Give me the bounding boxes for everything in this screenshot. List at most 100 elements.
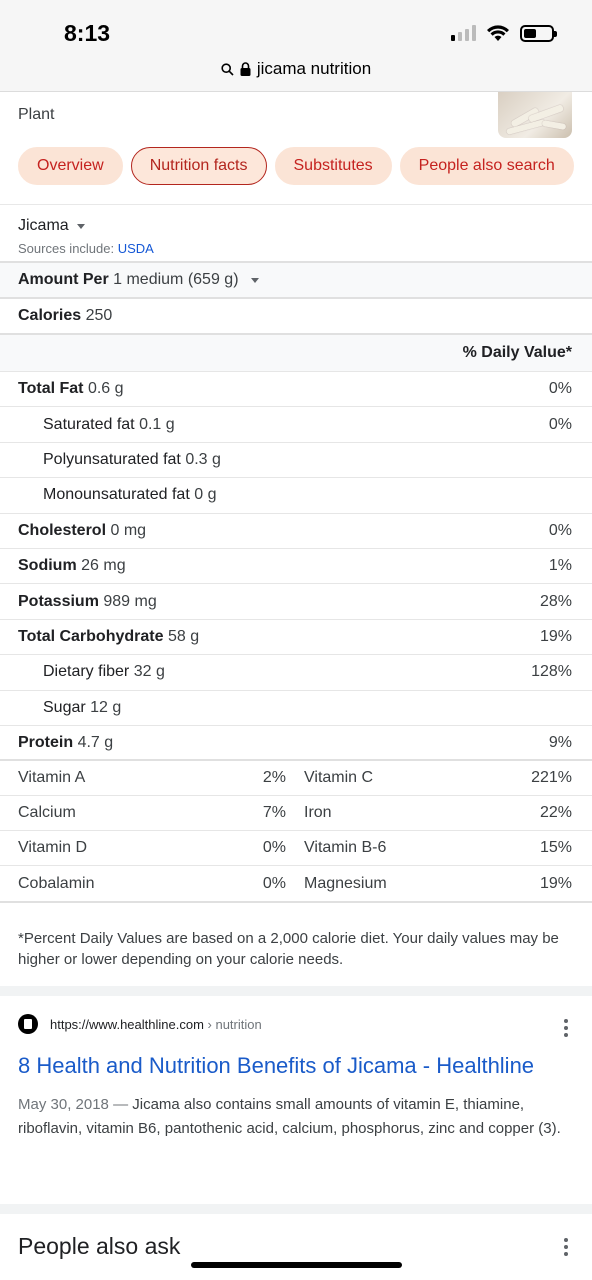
nutrient-row: Total Carbohydrate 58 g 19% bbox=[0, 620, 592, 656]
result-snippet: May 30, 2018 — Jicama also contains smal… bbox=[18, 1096, 561, 1137]
vitamin-name: Calcium bbox=[18, 804, 76, 822]
vitamin-name: Iron bbox=[304, 804, 332, 822]
vitamin-grid: Vitamin A 2% Vitamin C 221% Calcium 7% Iron 22%… bbox=[0, 761, 592, 904]
vitamin-name: Magnesium bbox=[304, 874, 387, 892]
nutrient-amount: 58 g bbox=[167, 627, 200, 645]
nutrient-label: Monounsaturated fat bbox=[43, 486, 190, 504]
nutrient-row: Dietary fiber 32 g 128% bbox=[0, 655, 592, 691]
nutrient-row: Monounsaturated fat 0 g bbox=[0, 478, 592, 514]
nutrient-label: Protein bbox=[18, 733, 74, 751]
result-source[interactable]: https://www.healthline.com › nutrition bbox=[18, 1014, 574, 1034]
nutrient-row: Sugar 12 g bbox=[0, 691, 592, 726]
amount-value: 1 medium (659 g) bbox=[113, 271, 239, 288]
nutrient-amount: 0.1 g bbox=[139, 415, 175, 433]
vitamin-cell: Vitamin C 221% bbox=[304, 769, 572, 787]
nutrient-label: Total Fat bbox=[18, 380, 84, 398]
nutrient-label: Dietary fiber bbox=[43, 663, 130, 681]
section-divider bbox=[0, 986, 592, 996]
lock-icon bbox=[240, 62, 251, 76]
tab-chip-nutrition-facts[interactable]: Nutrition facts bbox=[130, 147, 267, 185]
result-path: › nutrition bbox=[203, 1016, 262, 1032]
usda-link[interactable]: USDA bbox=[117, 241, 154, 256]
address-bar[interactable]: jicama nutrition bbox=[0, 59, 592, 79]
cell-signal-icon bbox=[451, 25, 476, 41]
calories-row: Calories 250 bbox=[0, 299, 592, 335]
nutrient-daily-value: 0% bbox=[548, 415, 572, 433]
result-more-options-icon[interactable] bbox=[564, 1019, 568, 1037]
vitamin-daily-value: 221% bbox=[531, 769, 572, 787]
vitamin-name: Vitamin D bbox=[18, 839, 88, 857]
vitamin-row: Calcium 7% Iron 22% bbox=[0, 796, 592, 832]
vitamin-daily-value: 15% bbox=[539, 839, 572, 857]
vitamin-name: Vitamin B-6 bbox=[304, 839, 387, 857]
daily-value-footnote: *Percent Daily Values are based on a 2,0… bbox=[18, 930, 559, 968]
nutrient-label: Saturated fat bbox=[43, 415, 135, 433]
dropdown-caret-icon bbox=[76, 223, 85, 229]
nutrient-label: Sodium bbox=[18, 557, 77, 575]
vitamin-cell: Iron 22% bbox=[304, 804, 572, 822]
nutrient-label: Sugar bbox=[43, 698, 86, 716]
nutrient-label: Potassium bbox=[18, 592, 99, 610]
vitamin-name: Vitamin A bbox=[18, 769, 86, 787]
nutrient-daily-value: 9% bbox=[548, 733, 572, 751]
nutrient-row: Potassium 989 mg 28% bbox=[0, 584, 592, 620]
nutrition-panel: Jicama Sources include: USDA Amount Per … bbox=[0, 204, 592, 904]
nutrient-amount: 0.6 g bbox=[87, 380, 124, 398]
calories-label: Calories bbox=[18, 307, 82, 324]
result-date: May 30, 2018 bbox=[18, 1096, 109, 1113]
vitamin-row: Vitamin D 0% Vitamin B-6 15% bbox=[0, 831, 592, 867]
sources-line: Sources include: USDA bbox=[18, 241, 574, 256]
calories-value: 250 bbox=[85, 307, 113, 324]
browser-top-bar: 8:13 jicama nutrition bbox=[0, 0, 592, 92]
entity-thumbnail[interactable] bbox=[498, 92, 572, 138]
vitamin-cell: Cobalamin 0% bbox=[18, 875, 286, 893]
food-selector[interactable]: Jicama bbox=[18, 217, 574, 235]
vitamin-daily-value: 22% bbox=[539, 804, 572, 822]
entity-subtitle: Plant bbox=[18, 106, 55, 123]
section-divider bbox=[0, 1204, 592, 1214]
address-query: jicama nutrition bbox=[256, 59, 372, 78]
vitamin-row: Vitamin A 2% Vitamin C 221% bbox=[0, 761, 592, 797]
vitamin-daily-value: 0% bbox=[262, 839, 286, 857]
result-title-link[interactable]: 8 Health and Nutrition Benefits of Jicam… bbox=[18, 1053, 535, 1078]
nutrient-amount: 12 g bbox=[90, 698, 122, 716]
amount-label: Amount Per bbox=[18, 271, 109, 288]
tab-chip-people-also-search[interactable]: People also search bbox=[399, 147, 574, 185]
nutrient-amount: 4.7 g bbox=[77, 733, 114, 751]
nutrient-row: Cholesterol 0 mg 0% bbox=[0, 514, 592, 549]
healthline-favicon-icon bbox=[18, 1014, 38, 1034]
nutrient-amount: 989 mg bbox=[103, 592, 157, 610]
nutrient-row: Sodium 26 mg 1% bbox=[0, 549, 592, 585]
paa-more-options-icon[interactable] bbox=[564, 1238, 568, 1256]
wifi-icon bbox=[487, 25, 509, 41]
tab-chip-overview[interactable]: Overview bbox=[18, 147, 123, 185]
vitamin-cell: Vitamin D 0% bbox=[18, 839, 286, 857]
serving-dropdown-icon bbox=[250, 277, 259, 283]
nutrient-amount: 0 mg bbox=[110, 521, 147, 539]
status-time: 8:13 bbox=[64, 20, 111, 46]
nutrient-daily-value: 0% bbox=[548, 380, 572, 398]
vitamin-name: Cobalamin bbox=[18, 874, 95, 892]
nutrient-row: Total Fat 0.6 g 0% bbox=[0, 372, 592, 408]
vitamin-row: Cobalamin 0% Magnesium 19% bbox=[0, 866, 592, 901]
vitamin-cell: Vitamin A 2% bbox=[18, 769, 286, 787]
vitamin-daily-value: 0% bbox=[262, 874, 286, 892]
result-url: https://www.healthline.com bbox=[50, 1016, 204, 1032]
nutrient-daily-value: 1% bbox=[548, 557, 572, 575]
nutrient-label: Total Carbohydrate bbox=[18, 627, 164, 645]
vitamin-cell: Magnesium 19% bbox=[304, 875, 572, 893]
status-icons bbox=[451, 24, 557, 42]
food-name: Jicama bbox=[18, 217, 69, 234]
home-indicator[interactable] bbox=[191, 1262, 402, 1268]
food-selector-row: Jicama Sources include: USDA bbox=[0, 205, 592, 263]
nutrient-daily-value: 0% bbox=[548, 521, 572, 539]
vitamin-cell: Calcium 7% bbox=[18, 804, 286, 822]
nutrient-amount: 0.3 g bbox=[185, 450, 221, 468]
nutrient-amount: 26 mg bbox=[81, 557, 126, 575]
nutrient-daily-value: 28% bbox=[539, 592, 572, 610]
nutrient-amount: 0 g bbox=[194, 486, 217, 504]
tab-chip-substitutes[interactable]: Substitutes bbox=[274, 147, 392, 185]
amount-per-row[interactable]: Amount Per 1 medium (659 g) bbox=[0, 263, 592, 299]
battery-icon bbox=[520, 24, 557, 42]
vitamin-daily-value: 19% bbox=[539, 874, 572, 892]
